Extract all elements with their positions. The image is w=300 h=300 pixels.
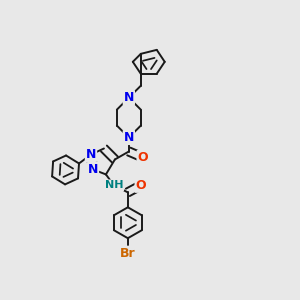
Text: O: O [136,179,146,192]
Text: N: N [88,163,98,176]
Text: N: N [124,131,134,144]
Text: N: N [86,148,96,161]
Text: Br: Br [120,247,136,260]
Text: NH: NH [105,180,123,190]
Text: N: N [124,91,134,104]
Text: O: O [137,151,148,164]
